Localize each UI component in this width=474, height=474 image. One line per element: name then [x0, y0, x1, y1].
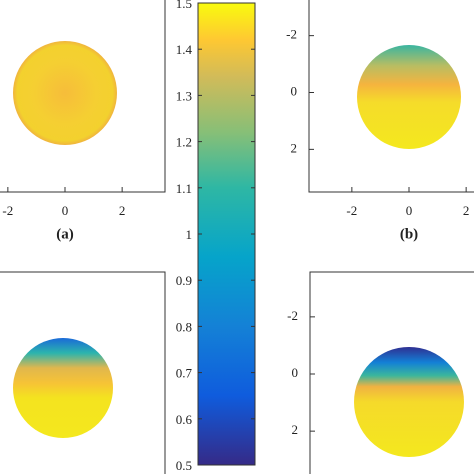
y-tick-label: 2	[291, 140, 298, 155]
field-disk	[13, 41, 117, 145]
panel-d	[309, 271, 474, 474]
y-tick-label: 0	[292, 365, 299, 380]
colorbar-tick-label: 1.3	[176, 88, 192, 103]
colorbar-tick-label: 1.1	[176, 181, 192, 196]
colorbar-tick-label: 1.4	[176, 42, 193, 57]
x-tick-label: 2	[119, 203, 126, 218]
field-disk	[357, 45, 461, 149]
x-tick-label: 0	[62, 203, 69, 218]
y-tick-label: 2	[292, 422, 299, 437]
colorbar	[197, 2, 256, 466]
panel-c	[0, 271, 166, 474]
x-tick-label: 0	[406, 203, 413, 218]
panel-b	[308, 0, 474, 193]
field-disk	[13, 338, 113, 438]
x-tick-label: -2	[2, 203, 13, 218]
x-tick-label: 2	[463, 203, 470, 218]
field-disk	[354, 347, 464, 457]
panel-label: (b)	[400, 226, 418, 242]
panel-label: (a)	[56, 226, 74, 242]
colorbar-tick-label: 0.6	[176, 412, 193, 427]
axes-box	[309, 271, 474, 474]
y-tick-label: -2	[287, 308, 298, 323]
axes-box	[0, 271, 166, 474]
x-tick-label: -2	[346, 203, 357, 218]
colorbar-tick-label: 1.5	[176, 0, 192, 11]
colorbar-tick-label: 0.7	[176, 366, 193, 381]
colorbar-tick-label: 0.8	[176, 319, 192, 334]
colorbar-tick-label: 1.2	[176, 135, 192, 150]
y-tick-label: -2	[286, 27, 297, 42]
colorbar-tick-label: 0.9	[176, 273, 192, 288]
y-tick-label: 0	[291, 83, 298, 98]
panel-a	[0, 0, 166, 193]
colorbar-tick-label: 0.5	[176, 458, 192, 473]
colorbar-tick-label: 1	[186, 227, 193, 242]
